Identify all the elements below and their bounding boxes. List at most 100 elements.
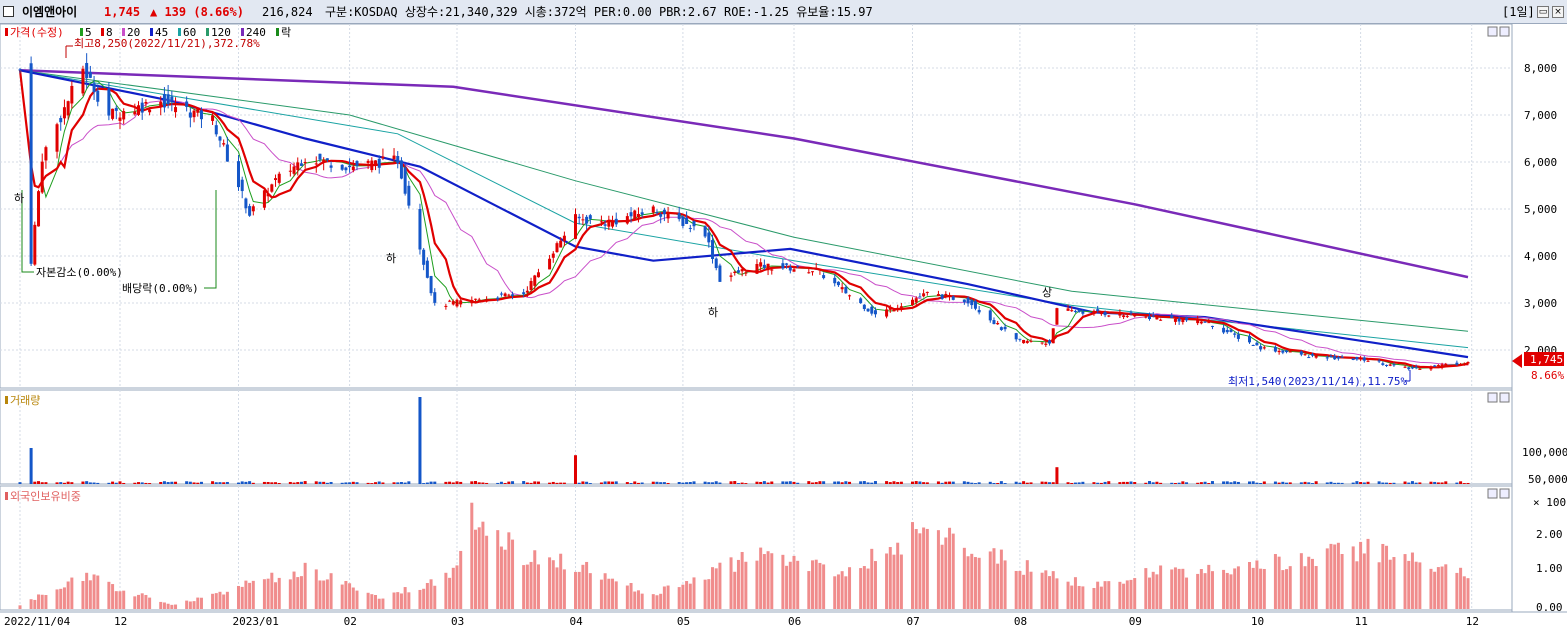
volume-bar <box>607 481 611 484</box>
foreign-ratio-bar <box>1248 562 1252 609</box>
candle-body <box>651 206 655 213</box>
volume-bar <box>1203 481 1207 484</box>
panel-controls[interactable] <box>1487 26 1510 499</box>
volume-bar <box>1255 482 1259 484</box>
volume-bar <box>1159 482 1163 484</box>
volume-bar <box>1099 482 1103 484</box>
foreign-ratio-bar <box>1351 546 1355 609</box>
foreign-ratio-bar <box>736 559 740 609</box>
volume-bar <box>274 482 278 484</box>
volume-bar <box>322 481 326 484</box>
volume-bar <box>788 481 792 484</box>
candle-body <box>992 320 996 325</box>
candle-body <box>685 217 689 224</box>
volume-bar <box>303 481 307 484</box>
foreign-ratio-bar <box>211 593 215 609</box>
volume-bar <box>407 481 411 484</box>
candle-body <box>1259 346 1263 350</box>
foreign-ratio-bar <box>1262 568 1266 609</box>
restore-window-icon[interactable]: ▭ <box>1537 6 1549 18</box>
candle-body <box>262 190 266 208</box>
volume-bar <box>1151 482 1155 484</box>
candle-body <box>703 226 707 237</box>
foreign-ratio-bar <box>1070 585 1074 609</box>
foreign-ratio-bar <box>559 553 563 609</box>
candle-body <box>1196 318 1200 324</box>
foreign-ratio-bar <box>66 581 70 609</box>
volume-bar <box>188 481 192 484</box>
candle-body <box>225 144 229 162</box>
candle-body <box>588 215 592 219</box>
volume-bar <box>340 482 344 484</box>
candle-body <box>1410 367 1414 369</box>
dividend-annotation: 배당락(0.00%) <box>122 282 199 295</box>
volume-bar <box>1259 483 1263 484</box>
candle-body <box>244 198 248 209</box>
foreign-ratio-bar <box>1099 586 1103 609</box>
candle-body <box>1118 313 1122 316</box>
volume-bar <box>677 482 681 484</box>
foreign-ratio-bar <box>551 560 555 609</box>
legend-ma-120: 120 <box>211 26 231 39</box>
volume-bar <box>1273 481 1277 484</box>
volume-bar <box>196 482 200 484</box>
period-selector[interactable]: [1일] <box>1502 5 1535 19</box>
volume-bar <box>529 482 533 484</box>
candle-body <box>62 107 66 119</box>
foreign-ratio-bar <box>340 584 344 609</box>
foreign-ratio-bar <box>818 562 822 609</box>
foreign-ratio-bar <box>525 564 529 609</box>
foreign-tick-0: 0.00 <box>1536 601 1563 614</box>
low-annotation: 최저1,540(2023/11/14),11.75% <box>1228 375 1408 388</box>
foreign-ratio-bar <box>677 587 681 609</box>
candle-body <box>85 62 89 79</box>
candle-body <box>325 158 329 160</box>
ha-marker-2: 하 <box>386 251 396 265</box>
change-value: ▲ 139 <box>150 5 187 19</box>
candle-body <box>836 281 840 286</box>
candle-body <box>870 306 874 314</box>
select-checkbox[interactable] <box>3 6 14 17</box>
volume-bar <box>740 482 744 484</box>
volume-bar <box>459 481 463 484</box>
volume-bar <box>1210 481 1214 484</box>
foreign-ratio-bar <box>422 588 426 609</box>
candle-body <box>1248 335 1252 343</box>
candle-body <box>92 83 96 93</box>
volume-bar <box>266 481 270 484</box>
foreign-ratio-bar <box>1025 560 1029 609</box>
foreign-ratio-bar <box>1325 548 1329 609</box>
candle-body <box>822 275 826 279</box>
foreign-ratio-bar <box>1462 576 1466 609</box>
foreign-ratio-bar <box>1288 566 1292 609</box>
foreign-ratio-bar <box>448 577 452 609</box>
candle-body <box>214 125 218 135</box>
volume-bar <box>840 482 844 484</box>
volume-bar <box>1051 482 1055 484</box>
foreign-ratio-bar <box>662 586 666 609</box>
candle-body <box>348 165 352 168</box>
volume-bar <box>766 482 770 484</box>
foreign-ratio-bar <box>633 591 637 609</box>
volume-bar <box>785 481 789 484</box>
foreign-ratio-bar <box>396 592 400 609</box>
volume-bar <box>914 481 918 484</box>
volume-bar <box>1262 481 1266 484</box>
foreign-ratio-bar <box>1466 578 1470 609</box>
volume-bar <box>214 482 218 484</box>
volume-bar <box>355 482 359 484</box>
candle-body <box>1277 350 1281 353</box>
foreign-ratio-bar <box>44 595 48 609</box>
foreign-ratio-bar <box>251 580 255 609</box>
volume-bar <box>166 482 170 484</box>
foreign-ratio-bar <box>174 604 178 609</box>
volume-bar <box>1403 481 1407 484</box>
close-window-icon[interactable]: × <box>1552 6 1564 18</box>
volume-bar <box>377 481 381 484</box>
candle-body <box>640 212 644 215</box>
candle-body <box>866 308 870 312</box>
candle-body <box>1340 356 1344 358</box>
foreign-ratio-bar <box>114 591 118 609</box>
candle-body <box>1025 341 1029 343</box>
